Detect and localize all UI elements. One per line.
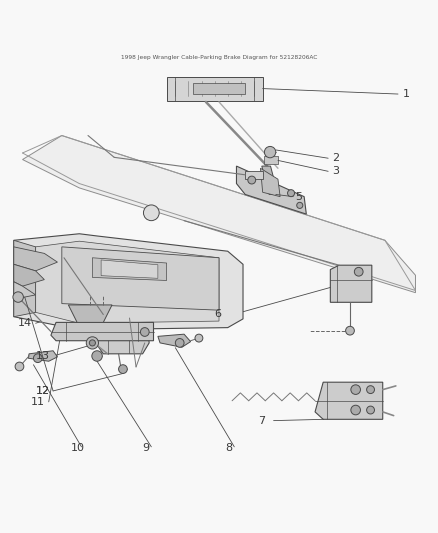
Polygon shape — [261, 168, 280, 197]
Polygon shape — [14, 240, 35, 317]
Circle shape — [297, 203, 303, 208]
Polygon shape — [330, 265, 372, 302]
Circle shape — [367, 406, 374, 414]
Polygon shape — [14, 247, 57, 271]
Polygon shape — [193, 83, 245, 94]
Text: 12: 12 — [35, 386, 50, 396]
Polygon shape — [92, 258, 166, 280]
Circle shape — [367, 386, 374, 393]
Polygon shape — [28, 351, 57, 361]
Circle shape — [346, 326, 354, 335]
Polygon shape — [245, 171, 263, 179]
Polygon shape — [14, 264, 44, 286]
Circle shape — [265, 147, 276, 158]
Polygon shape — [315, 382, 383, 419]
Text: 14: 14 — [18, 318, 32, 328]
Text: 1998 Jeep Wrangler Cable-Parking Brake Diagram for 52128206AC: 1998 Jeep Wrangler Cable-Parking Brake D… — [121, 55, 317, 60]
Polygon shape — [262, 166, 278, 195]
Text: 8: 8 — [226, 443, 233, 453]
Polygon shape — [88, 317, 149, 354]
Circle shape — [15, 362, 24, 371]
Circle shape — [141, 328, 149, 336]
Circle shape — [92, 351, 102, 361]
Polygon shape — [14, 234, 243, 330]
Circle shape — [354, 268, 363, 276]
Text: 11: 11 — [31, 397, 45, 407]
Text: 1: 1 — [403, 89, 410, 99]
Circle shape — [144, 205, 159, 221]
Polygon shape — [14, 282, 35, 299]
Polygon shape — [101, 260, 158, 278]
Text: 6: 6 — [215, 309, 222, 319]
Polygon shape — [166, 77, 263, 101]
Circle shape — [351, 405, 360, 415]
Polygon shape — [35, 241, 219, 323]
Polygon shape — [237, 166, 306, 214]
Circle shape — [89, 340, 95, 346]
Circle shape — [33, 354, 42, 362]
Circle shape — [175, 338, 184, 348]
Circle shape — [351, 385, 360, 394]
Circle shape — [86, 337, 99, 349]
Text: 10: 10 — [71, 443, 85, 453]
Polygon shape — [158, 334, 191, 348]
Circle shape — [248, 176, 256, 184]
Text: 5: 5 — [295, 192, 302, 201]
Circle shape — [288, 190, 294, 197]
Circle shape — [195, 334, 203, 342]
Polygon shape — [62, 247, 219, 310]
Circle shape — [13, 292, 23, 302]
Circle shape — [119, 365, 127, 374]
Text: 9: 9 — [143, 443, 150, 453]
Text: 7: 7 — [258, 416, 265, 426]
Polygon shape — [68, 305, 112, 322]
Text: 13: 13 — [35, 351, 49, 361]
Polygon shape — [51, 322, 153, 341]
Polygon shape — [264, 157, 278, 164]
Text: 12: 12 — [35, 386, 50, 396]
Text: 2: 2 — [332, 153, 339, 163]
Polygon shape — [22, 135, 416, 293]
Text: 3: 3 — [332, 166, 339, 176]
